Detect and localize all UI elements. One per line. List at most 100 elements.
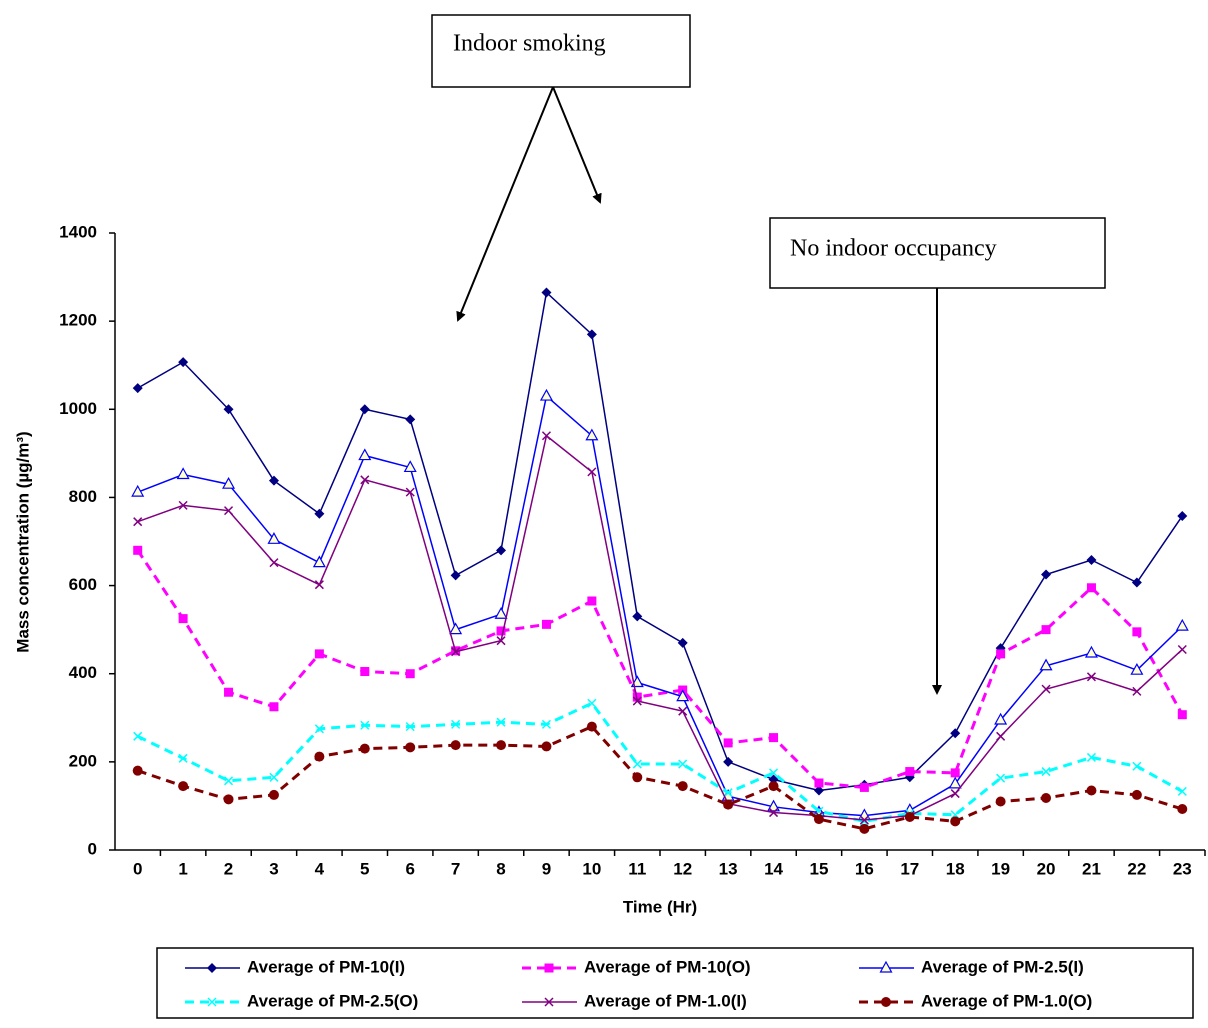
point — [133, 517, 143, 527]
x-tick-label: 14 — [764, 859, 783, 878]
x-tick-label: 12 — [673, 859, 692, 878]
point — [950, 768, 960, 778]
point — [269, 772, 279, 782]
x-tick-label: 8 — [496, 859, 505, 878]
point — [405, 742, 416, 753]
point — [496, 545, 507, 556]
x-tick-label: 22 — [1127, 859, 1146, 878]
point — [451, 647, 461, 657]
point — [269, 702, 279, 712]
legend — [156, 947, 1194, 1019]
point — [314, 508, 325, 519]
legend-marker — [881, 997, 891, 1007]
point — [767, 799, 781, 812]
point — [178, 753, 188, 763]
point — [632, 696, 642, 706]
point — [769, 768, 779, 778]
point — [1132, 761, 1142, 771]
series-line — [137, 701, 1184, 823]
point — [314, 649, 324, 659]
x-tick-label: 15 — [809, 859, 828, 878]
y-tick-label: 400 — [69, 663, 97, 682]
point — [1041, 569, 1052, 580]
point — [1041, 684, 1051, 694]
legend-label: Average of PM-10(I) — [247, 957, 405, 976]
point — [314, 724, 324, 734]
point — [1084, 645, 1098, 658]
point — [1177, 644, 1187, 655]
point — [358, 448, 372, 461]
point — [359, 404, 370, 415]
point — [133, 545, 143, 555]
point — [1132, 686, 1142, 696]
point — [813, 785, 824, 796]
point — [1039, 658, 1053, 671]
point — [405, 487, 415, 497]
point — [859, 782, 869, 792]
point — [632, 611, 643, 622]
point — [1177, 804, 1188, 815]
arrow — [552, 86, 602, 204]
x-tick-label: 5 — [360, 859, 369, 878]
point — [132, 765, 143, 776]
point — [541, 431, 551, 441]
point — [541, 287, 552, 298]
point — [360, 667, 370, 677]
point — [677, 637, 688, 648]
point — [676, 689, 690, 702]
point — [314, 580, 324, 590]
point — [451, 719, 461, 729]
arrow — [456, 86, 554, 322]
legend-label: Average of PM-2.5(I) — [921, 957, 1084, 976]
point — [132, 383, 143, 394]
legend-marker — [879, 960, 893, 973]
x-tick-label: 0 — [133, 859, 142, 878]
point — [178, 614, 188, 624]
point — [496, 636, 506, 646]
point — [224, 506, 234, 516]
point — [678, 759, 688, 769]
point — [859, 823, 870, 834]
point — [1177, 786, 1187, 796]
point — [1177, 510, 1188, 521]
y-tick-label: 0 — [88, 839, 97, 858]
point — [268, 475, 279, 486]
legend-marker — [544, 997, 554, 1007]
point — [1041, 792, 1052, 803]
point — [1177, 710, 1187, 720]
point — [950, 789, 960, 799]
point — [723, 788, 733, 798]
x-tick-label: 19 — [991, 859, 1010, 878]
point — [1086, 672, 1096, 682]
point — [1175, 618, 1189, 631]
x-tick-label: 23 — [1173, 859, 1192, 878]
point — [403, 460, 417, 473]
point — [995, 796, 1006, 807]
annotation: Indoor smoking — [453, 31, 606, 57]
point — [723, 799, 734, 810]
point — [178, 781, 189, 792]
point — [176, 467, 190, 480]
point — [359, 743, 370, 754]
legend-marker — [207, 997, 217, 1007]
point — [587, 596, 597, 606]
x-tick-label: 3 — [269, 859, 278, 878]
point — [950, 816, 961, 827]
point — [677, 781, 688, 792]
point — [948, 776, 962, 789]
point — [632, 759, 642, 769]
point — [587, 467, 597, 477]
series-line — [136, 549, 1184, 789]
legend-label: Average of PM-1.0(I) — [584, 991, 747, 1010]
point — [541, 619, 551, 629]
x-tick-label: 9 — [542, 859, 551, 878]
x-tick-label: 20 — [1037, 859, 1056, 878]
point — [996, 731, 1006, 741]
point — [1086, 752, 1096, 762]
x-tick-label: 16 — [855, 859, 874, 878]
point — [541, 719, 551, 729]
point — [632, 692, 642, 702]
point — [405, 722, 415, 732]
point — [1130, 662, 1144, 675]
point — [450, 570, 461, 581]
